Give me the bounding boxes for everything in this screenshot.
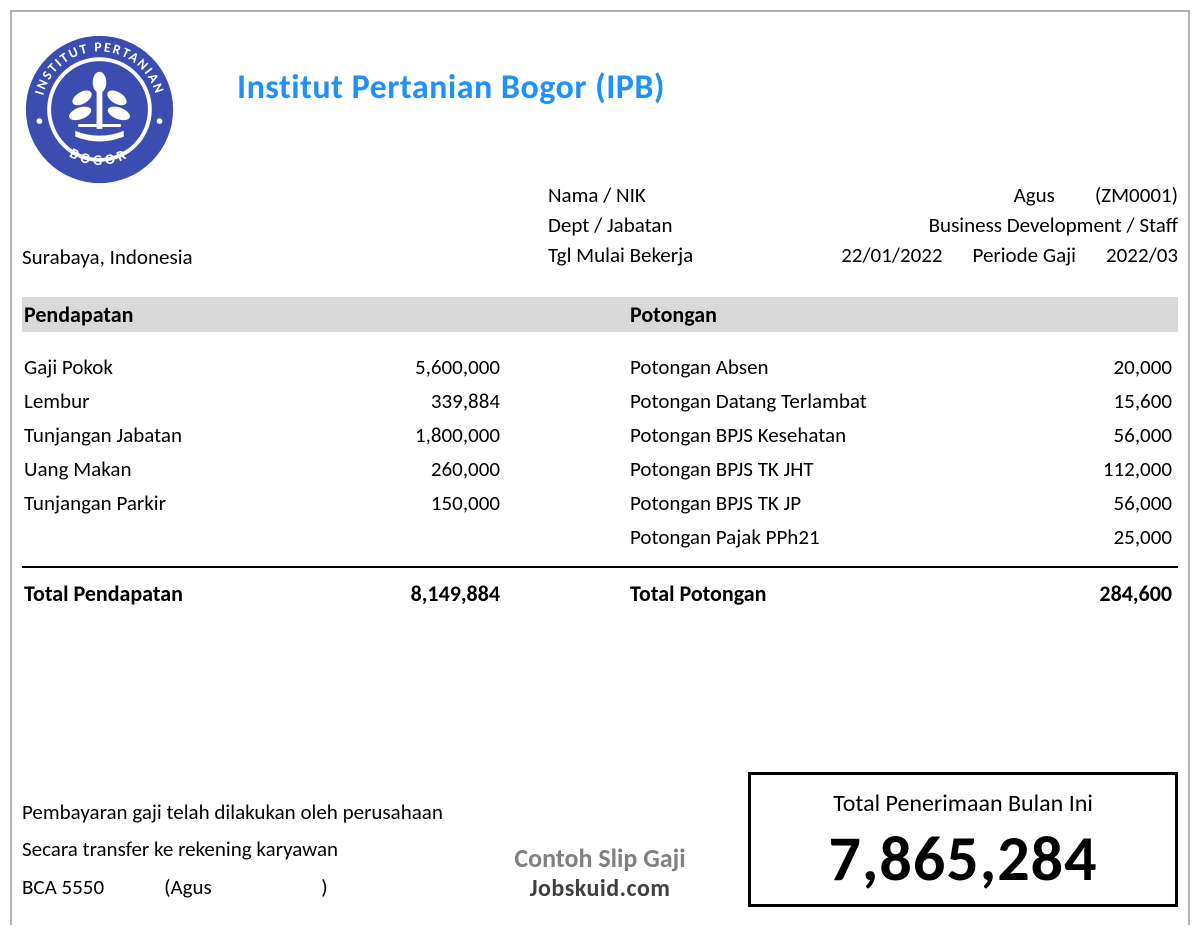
income-header: Pendapatan xyxy=(22,301,600,328)
deduction-column: Potongan Absen 20,000 Potongan Datang Terl… xyxy=(600,350,1178,554)
meta-dept: Business Development / Staff xyxy=(929,212,1178,238)
payslip-sheet: INSTITUT PERTANIAN BOGOR Institut Pertan… xyxy=(10,10,1190,925)
deduction-item: Potongan Pajak PPh21 25,000 xyxy=(630,520,1172,554)
divider xyxy=(22,566,1178,568)
deduction-item: Potongan Datang Terlambat 15,600 xyxy=(630,384,1172,418)
deduction-item-amount: 56,000 xyxy=(1114,422,1172,448)
income-item-label: Tunjangan Parkir xyxy=(24,490,166,516)
deduction-total: 284,600 xyxy=(1099,580,1172,607)
deduction-item-label: Potongan Datang Terlambat xyxy=(630,388,867,414)
payment-holder-close: ) xyxy=(321,874,327,900)
net-label: Total Penerimaan Bulan Ini xyxy=(781,789,1145,818)
income-item-amount: 339,884 xyxy=(431,388,500,414)
deduction-item-label: Potongan BPJS TK JP xyxy=(630,490,801,516)
income-item: Gaji Pokok 5,600,000 xyxy=(24,350,500,384)
org-title: Institut Pertanian Bogor (IPB) xyxy=(237,67,665,108)
income-item-amount: 150,000 xyxy=(431,490,500,516)
payment-line2: Secara transfer ke rekening karyawan xyxy=(22,831,443,869)
deduction-item-amount: 25,000 xyxy=(1114,524,1172,550)
meta-dept-label: Dept / Jabatan xyxy=(548,212,738,238)
income-item: Tunjangan Jabatan 1,800,000 xyxy=(24,418,500,452)
deduction-item: Potongan BPJS TK JHT 112,000 xyxy=(630,452,1172,486)
meta-name-label: Nama / NIK xyxy=(548,182,738,208)
net-pay-box: Total Penerimaan Bulan Ini 7,865,284 xyxy=(748,772,1178,907)
deduction-item-amount: 15,600 xyxy=(1114,388,1172,414)
deduction-item-label: Potongan BPJS TK JHT xyxy=(630,456,814,482)
deduction-item: Potongan Absen 20,000 xyxy=(630,350,1172,384)
section-headers: Pendapatan Potongan xyxy=(22,297,1178,332)
payment-line1: Pembayaran gaji telah dilakukan oleh per… xyxy=(22,794,443,832)
payment-holder: (Agus xyxy=(164,874,212,900)
deduction-item: Potongan BPJS Kesehatan 56,000 xyxy=(630,418,1172,452)
deduction-item-amount: 56,000 xyxy=(1114,490,1172,516)
deduction-header: Potongan xyxy=(600,301,1178,328)
meta-period-label: Periode Gaji xyxy=(973,242,1076,268)
meta-start-date: 22/01/2022 xyxy=(841,242,942,268)
income-total: 8,149,884 xyxy=(411,580,500,607)
income-column: Gaji Pokok 5,600,000 Lembur 339,884 Tunjanga… xyxy=(22,350,600,554)
deduction-item: Potongan BPJS TK JP 56,000 xyxy=(630,486,1172,520)
meta-name: Agus xyxy=(1014,182,1055,208)
meta-period: 2022/03 xyxy=(1106,242,1178,268)
header: INSTITUT PERTANIAN BOGOR Institut Pertan… xyxy=(22,32,1178,192)
income-item-label: Tunjangan Jabatan xyxy=(24,422,182,448)
payment-bank: BCA 5550 xyxy=(22,869,104,907)
income-item-label: Uang Makan xyxy=(24,456,132,482)
meta-nik: (ZM0001) xyxy=(1095,182,1178,208)
income-item-label: Lembur xyxy=(24,388,89,414)
income-total-label: Total Pendapatan xyxy=(24,580,183,607)
income-item-amount: 1,800,000 xyxy=(415,422,500,448)
meta-block: Surabaya, Indonesia Nama / NIK Agus (ZM0… xyxy=(22,182,1178,272)
income-item: Tunjangan Parkir 150,000 xyxy=(24,486,500,520)
deduction-total-label: Total Potongan xyxy=(630,580,766,607)
payment-note: Pembayaran gaji telah dilakukan oleh per… xyxy=(22,794,443,907)
income-item-amount: 5,600,000 xyxy=(415,354,500,380)
income-item-label: Gaji Pokok xyxy=(24,354,113,380)
org-location: Surabaya, Indonesia xyxy=(22,244,193,272)
deduction-item-amount: 112,000 xyxy=(1103,456,1172,482)
net-amount: 7,865,284 xyxy=(781,824,1145,894)
footer: Pembayaran gaji telah dilakukan oleh per… xyxy=(22,772,1178,907)
totals-row: Total Pendapatan 8,149,884 Total Potonga… xyxy=(22,572,1178,615)
deduction-item-label: Potongan Pajak PPh21 xyxy=(630,524,820,550)
income-item: Uang Makan 260,000 xyxy=(24,452,500,486)
income-item-amount: 260,000 xyxy=(431,456,500,482)
meta-start-label: Tgl Mulai Bekerja xyxy=(548,242,738,268)
income-item: Lembur 339,884 xyxy=(24,384,500,418)
deduction-item-label: Potongan Absen xyxy=(630,354,769,380)
deduction-item-label: Potongan BPJS Kesehatan xyxy=(630,422,846,448)
org-logo: INSTITUT PERTANIAN BOGOR xyxy=(22,32,177,192)
deduction-item-amount: 20,000 xyxy=(1114,354,1172,380)
line-items: Gaji Pokok 5,600,000 Lembur 339,884 Tunjanga… xyxy=(22,350,1178,554)
